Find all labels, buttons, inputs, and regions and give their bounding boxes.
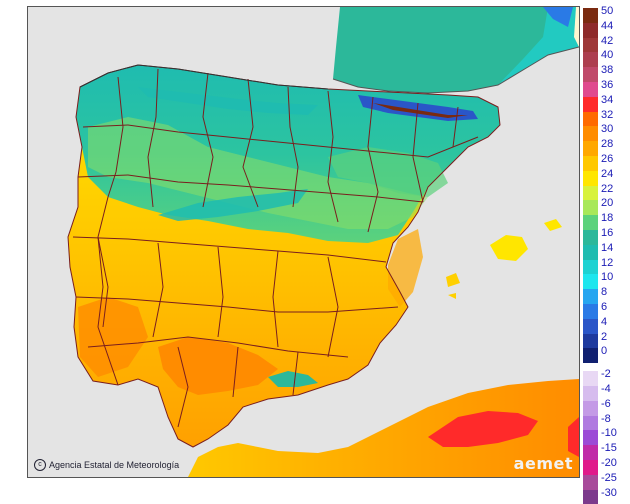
legend-swatch-pos-12: [583, 185, 598, 201]
france-border: [332, 46, 579, 94]
legend-swatch-neg-5: [583, 445, 598, 460]
legend-label: 8: [601, 286, 608, 299]
legend-label: 26: [601, 153, 614, 165]
legend-swatch-pos-14: [583, 215, 598, 230]
menorca: [544, 219, 562, 231]
legend-label: 6: [601, 301, 608, 313]
ibiza: [446, 273, 460, 287]
legend-label: 34: [601, 93, 614, 106]
sierra-nevada: [268, 371, 318, 387]
legend-swatch-pos-21: [583, 318, 598, 334]
legend-label: 0: [601, 345, 608, 358]
legend-label: 20: [601, 197, 614, 210]
legend-swatch-pos-17: [583, 259, 598, 275]
legend-label: 28: [601, 138, 614, 151]
legend-label: 18: [601, 212, 614, 225]
legend-swatch-neg-6: [583, 460, 598, 475]
legend-swatch-pos-8: [583, 126, 598, 142]
legend-swatch-pos-3: [583, 52, 598, 68]
legend-swatch-pos-10: [583, 156, 598, 171]
legend-swatch-pos-2: [583, 37, 598, 53]
legend-label: -6: [601, 397, 611, 410]
legend-label: 32: [601, 108, 614, 121]
southwest-hot: [78, 297, 148, 377]
legend-swatch-pos-23: [583, 348, 598, 364]
credit: c Agencia Estatal de Meteorología: [34, 459, 179, 471]
copyright-icon: c: [34, 459, 46, 471]
ebro-valley: [328, 147, 448, 197]
legend-label: -20: [601, 457, 617, 469]
france-coast-warm: [498, 7, 579, 85]
legend-swatch-neg-8: [583, 489, 598, 504]
legend-label: -2: [601, 368, 611, 381]
legend-label: -30: [601, 486, 617, 499]
guadalquivir-hot: [158, 337, 278, 395]
map-frame: c Agencia Estatal de Meteorología aemet: [27, 6, 580, 478]
legend-label: 30: [601, 123, 614, 136]
legend-label: 40: [601, 49, 614, 62]
formentera: [448, 293, 456, 299]
legend-swatch-pos-22: [583, 333, 598, 349]
legend-label: 44: [601, 19, 614, 32]
east-coast-warm: [388, 229, 423, 307]
legend-label: 14: [601, 241, 614, 254]
central-range: [158, 189, 308, 221]
legend-swatch-pos-13: [583, 200, 598, 216]
legend-label: 4: [601, 315, 608, 328]
legend-label: -8: [601, 412, 611, 425]
legend-swatch-pos-7: [583, 111, 598, 127]
mallorca: [490, 235, 528, 261]
legend-label: 38: [601, 64, 614, 77]
legend-label: 22: [601, 182, 614, 195]
atlas-hot: [428, 411, 538, 447]
legend-label: 2: [601, 330, 608, 343]
legend-swatch-pos-0: [583, 8, 598, 23]
legend-swatch-neg-4: [583, 430, 598, 446]
legend-swatch-neg-2: [583, 400, 598, 416]
meseta-green: [88, 117, 428, 229]
legend-label: 50: [601, 5, 614, 17]
legend-swatch-pos-4: [583, 67, 598, 82]
legend-swatch-pos-20: [583, 304, 598, 319]
legend-swatch-pos-16: [583, 244, 598, 260]
portugal-border: [97, 171, 119, 386]
legend-swatch-neg-1: [583, 386, 598, 401]
province-borders: [67, 64, 501, 448]
color-scale-legend: 50 44 42 40 38 36 34 32 30 28 26 24 22 20 18 16 14 12 10 8 6…: [583, 5, 628, 504]
legend-label: -10: [601, 427, 617, 440]
legend-swatch-pos-6: [583, 96, 598, 112]
legend-swatch-pos-5: [583, 82, 598, 97]
legend-swatch-pos-11: [583, 170, 598, 186]
legend-swatch-neg-7: [583, 474, 598, 490]
corner-cream: [574, 7, 579, 47]
legend-label: 36: [601, 79, 614, 91]
coastline-north: [79, 64, 329, 90]
legend-label: 42: [601, 34, 614, 47]
temperature-map: [28, 7, 579, 477]
aemet-logo: aemet: [513, 454, 573, 473]
legend-label: 24: [601, 167, 614, 180]
cantabrian-range: [138, 87, 318, 115]
legend-swatch-neg-0: [583, 371, 598, 386]
legend-swatch-neg-3: [583, 415, 598, 431]
africa: [188, 379, 579, 477]
legend-swatch-pos-15: [583, 230, 598, 245]
legend-label: 16: [601, 227, 614, 239]
legend-swatch-pos-18: [583, 274, 598, 290]
credit-text: Agencia Estatal de Meteorología: [49, 460, 180, 470]
legend-label: 12: [601, 256, 614, 269]
alps-cold: [543, 7, 573, 27]
legend-swatch-pos-9: [583, 141, 598, 156]
africa-east-hot: [568, 417, 579, 457]
legend-swatch-pos-19: [583, 289, 598, 304]
legend-label: -4: [601, 383, 611, 395]
legend-swatch-pos-1: [583, 22, 598, 38]
legend-label: 10: [601, 271, 614, 284]
legend-label: -15: [601, 442, 617, 455]
legend-label: -25: [601, 471, 617, 484]
